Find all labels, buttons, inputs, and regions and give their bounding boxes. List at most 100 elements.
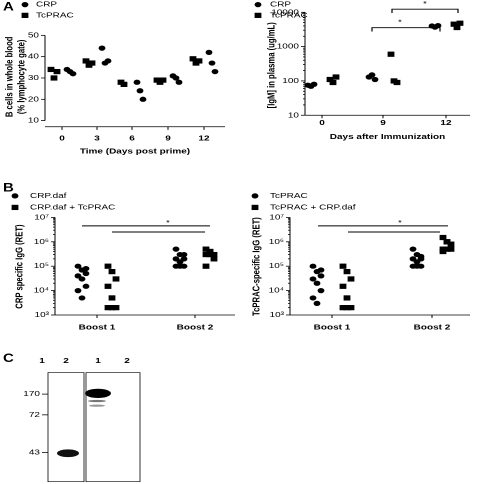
band (57, 449, 79, 458)
data-point (443, 239, 451, 245)
data-point (332, 74, 340, 80)
data-point (50, 75, 58, 81)
data-point (347, 305, 355, 311)
data-point (74, 287, 82, 294)
y-tick-label: 10⁶ (34, 237, 50, 246)
y-tick-label: 1000 (277, 42, 299, 51)
y-axis-label: CRP specific IgG (RET) (14, 224, 25, 308)
data-point (339, 283, 347, 289)
data-point (309, 263, 317, 269)
x-tick-label: Boost 2 (414, 322, 451, 331)
y-tick-label: 10⁴ (269, 286, 285, 295)
data-point (82, 270, 90, 277)
data-point (439, 234, 447, 241)
data-point (343, 295, 351, 301)
data-point (180, 251, 188, 258)
data-point (133, 79, 141, 85)
annotation: * (398, 218, 402, 227)
data-point (104, 263, 112, 269)
data-point (108, 268, 116, 275)
data-point (98, 45, 106, 51)
data-point (447, 246, 455, 252)
y-axis-label: [IgM] in plasma (ug/mL) (266, 22, 277, 108)
x-tick-label: 0 (59, 133, 65, 142)
data-point (21, 12, 29, 18)
data-point (78, 295, 86, 301)
x-tick-label: Boost 2 (177, 322, 214, 331)
legend-label: TcPRAC (270, 11, 308, 20)
data-point (175, 79, 183, 85)
y-tick-label: 10⁴ (34, 286, 50, 295)
data-point (313, 300, 321, 306)
data-point (47, 66, 55, 73)
x-tick-label: Boost 1 (314, 322, 351, 331)
data-point (11, 193, 19, 199)
data-point (104, 58, 112, 64)
x-tick-label: 9 (165, 133, 171, 142)
data-point (329, 79, 337, 86)
data-point (326, 76, 334, 83)
data-point (409, 246, 417, 252)
data-point (456, 20, 464, 26)
data-point (172, 246, 180, 252)
data-point (206, 248, 214, 255)
data-point (309, 276, 317, 282)
western-blot: 170 72 43 1 2 1 2 (23, 356, 141, 483)
x-axis-label: Days after Immunization (330, 132, 445, 141)
data-point (413, 263, 421, 269)
data-point (195, 58, 203, 64)
data-point (447, 241, 455, 247)
x-tick-label: 12 (198, 133, 209, 142)
data-point (108, 305, 116, 311)
data-point (82, 283, 90, 289)
blot-frame (47, 372, 85, 483)
y-axis-label: TcPRAC-specific IgG (RET) (251, 217, 262, 316)
annotation: * (423, 0, 427, 8)
data-point (108, 295, 116, 301)
legend-label: CRP.daf (30, 191, 67, 200)
legend-label: TcPRAC (270, 191, 308, 200)
data-point (69, 71, 77, 77)
data-point (413, 259, 421, 265)
marker-label: 170 (23, 389, 40, 398)
data-point (205, 49, 213, 56)
data-point (202, 246, 210, 252)
marker-label: 72 (29, 410, 40, 419)
y-tick-label: 50 (28, 30, 39, 39)
data-point (104, 283, 112, 289)
legend-label: CRP (270, 0, 291, 8)
annotation: * (398, 17, 402, 26)
data-point (347, 276, 355, 282)
data-point (210, 256, 218, 262)
band (88, 399, 106, 403)
data-point (343, 268, 351, 275)
y-axis-label: (% lymphocyte gate) (16, 39, 27, 114)
legend-label: CRP.daf + TcPRAC (30, 203, 116, 212)
data-point (251, 193, 259, 199)
marker-label: 43 (29, 448, 40, 457)
data-point (21, 1, 29, 8)
band (89, 404, 105, 407)
y-tick-label: 10⁵ (269, 261, 285, 270)
x-axis-label: Time (Days post prime) (80, 146, 190, 155)
data-point (393, 79, 401, 86)
lane-label: 2 (124, 356, 130, 365)
data-point (78, 276, 86, 282)
lane-label: 1 (95, 356, 101, 365)
legend-label: TcPRAC (36, 11, 74, 20)
data-point (82, 58, 90, 64)
data-point (310, 81, 318, 87)
data-point (443, 246, 451, 252)
data-point (368, 72, 376, 78)
x-tick-label: 6 (129, 133, 135, 142)
x-tick-label: 3 (94, 133, 100, 142)
data-point (450, 21, 458, 27)
data-point (202, 251, 210, 258)
data-point (339, 305, 347, 311)
data-point (453, 24, 461, 31)
y-tick-label: 40 (28, 52, 39, 61)
y-tick-label: 10 (28, 116, 39, 125)
data-point (254, 1, 262, 8)
y-tick-label: 10000 (271, 7, 299, 16)
